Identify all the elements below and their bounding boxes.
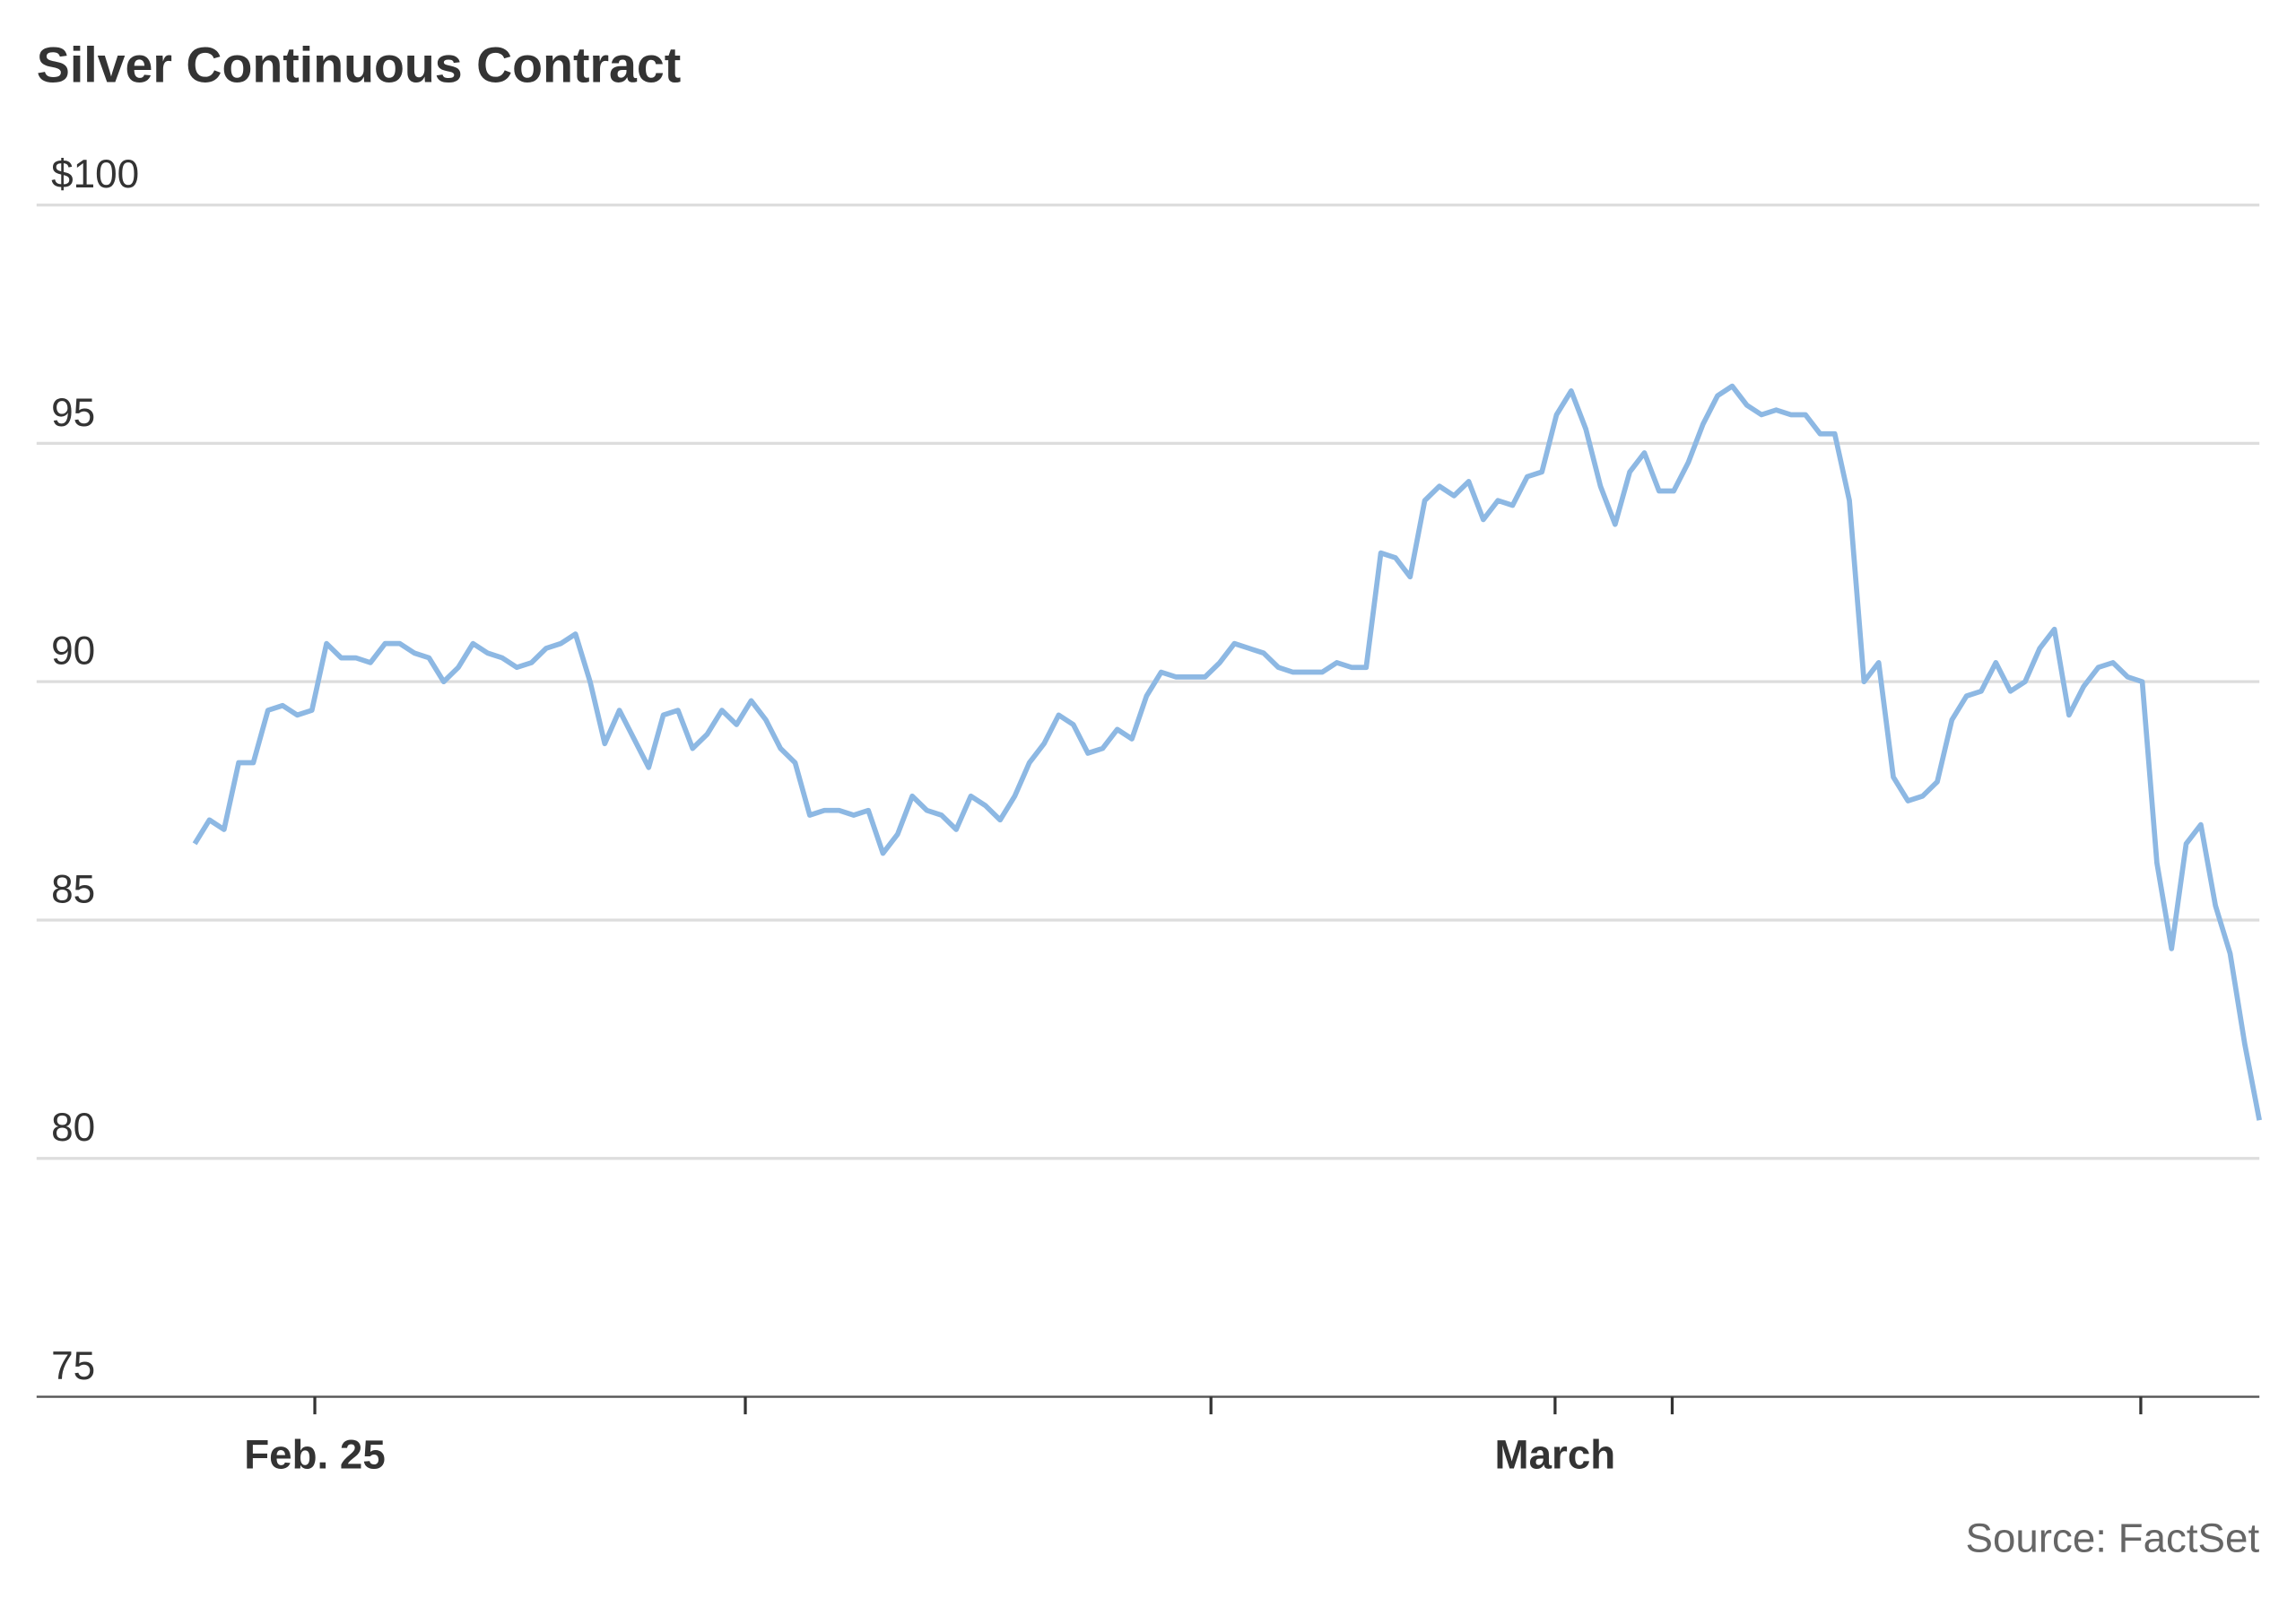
- y-tick-label: 80: [51, 1106, 95, 1150]
- y-tick-label: 90: [51, 630, 95, 673]
- y-tick-label: 75: [51, 1344, 95, 1388]
- y-tick-label: 95: [51, 391, 95, 435]
- chart-title: Silver Continuous Contract: [37, 37, 681, 92]
- x-tick-label: Feb. 25: [244, 1432, 385, 1478]
- source: Source: FactSet: [1965, 1516, 2259, 1561]
- y-tick-label: 85: [51, 867, 95, 911]
- y-tick-label: $100: [51, 152, 139, 196]
- price-line: [192, 383, 2262, 1121]
- x-tick-label: March: [1495, 1432, 1616, 1478]
